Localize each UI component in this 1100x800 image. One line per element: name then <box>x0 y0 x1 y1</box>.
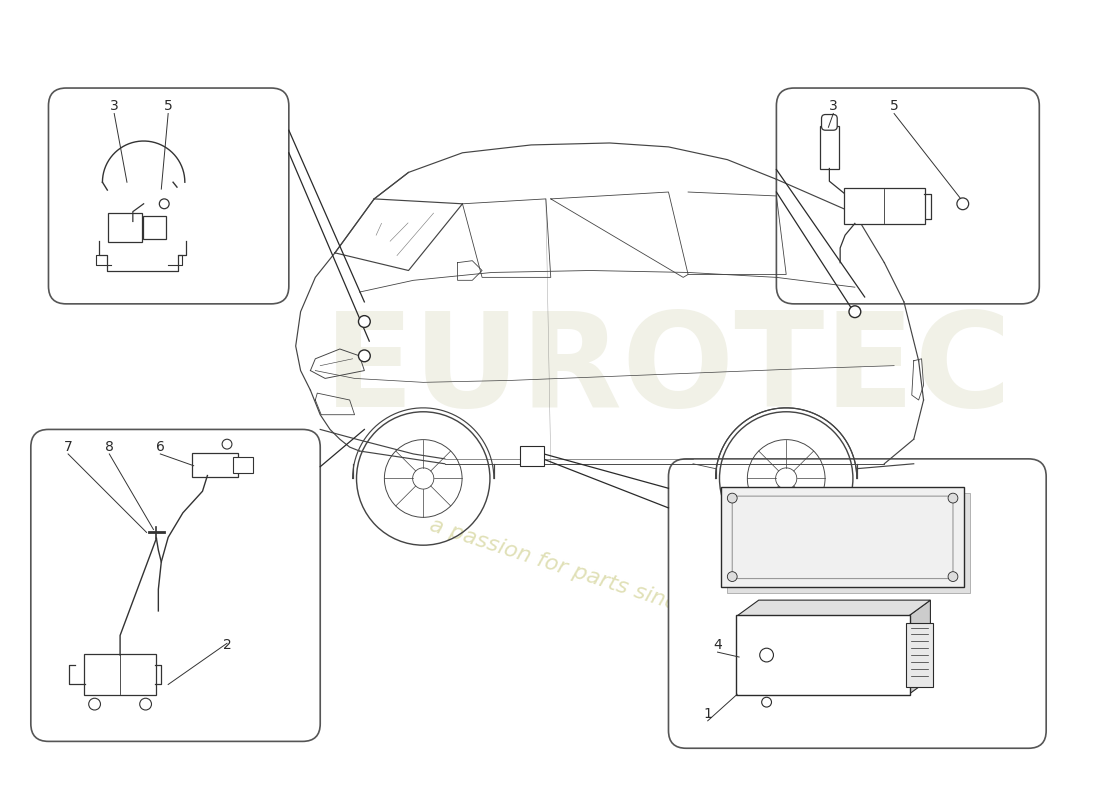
FancyBboxPatch shape <box>84 654 156 695</box>
Circle shape <box>727 572 737 582</box>
FancyBboxPatch shape <box>669 459 1046 748</box>
FancyBboxPatch shape <box>233 457 253 473</box>
FancyBboxPatch shape <box>844 188 924 224</box>
Polygon shape <box>909 600 931 694</box>
Circle shape <box>727 493 737 503</box>
Text: 8: 8 <box>104 440 113 454</box>
Text: 1: 1 <box>703 707 712 721</box>
Circle shape <box>948 493 958 503</box>
Text: a passion for parts since 1985: a passion for parts since 1985 <box>427 515 754 638</box>
FancyBboxPatch shape <box>727 493 970 594</box>
Text: EUROTEC: EUROTEC <box>324 307 1013 434</box>
FancyBboxPatch shape <box>736 615 910 695</box>
FancyBboxPatch shape <box>108 213 142 242</box>
Circle shape <box>160 199 169 209</box>
FancyBboxPatch shape <box>191 453 238 477</box>
Text: 2: 2 <box>222 638 231 652</box>
Polygon shape <box>737 600 931 616</box>
Circle shape <box>140 698 152 710</box>
FancyBboxPatch shape <box>520 446 543 466</box>
Circle shape <box>849 306 861 318</box>
Circle shape <box>89 698 100 710</box>
FancyBboxPatch shape <box>733 496 953 578</box>
FancyBboxPatch shape <box>906 622 934 687</box>
Text: 5: 5 <box>164 98 173 113</box>
Text: 5: 5 <box>890 98 899 113</box>
FancyBboxPatch shape <box>820 126 839 170</box>
FancyBboxPatch shape <box>31 430 320 742</box>
Circle shape <box>359 350 371 362</box>
Text: 3: 3 <box>110 98 119 113</box>
Circle shape <box>760 648 773 662</box>
Circle shape <box>359 316 371 327</box>
FancyBboxPatch shape <box>822 114 837 130</box>
FancyBboxPatch shape <box>777 88 1040 304</box>
Circle shape <box>222 439 232 449</box>
Text: 6: 6 <box>156 440 165 454</box>
Circle shape <box>948 572 958 582</box>
FancyBboxPatch shape <box>722 487 964 587</box>
Text: 7: 7 <box>64 440 73 454</box>
FancyBboxPatch shape <box>48 88 289 304</box>
Circle shape <box>957 198 969 210</box>
FancyBboxPatch shape <box>143 215 166 239</box>
Circle shape <box>761 698 771 707</box>
Text: 4: 4 <box>713 638 722 652</box>
Text: 3: 3 <box>829 98 838 113</box>
